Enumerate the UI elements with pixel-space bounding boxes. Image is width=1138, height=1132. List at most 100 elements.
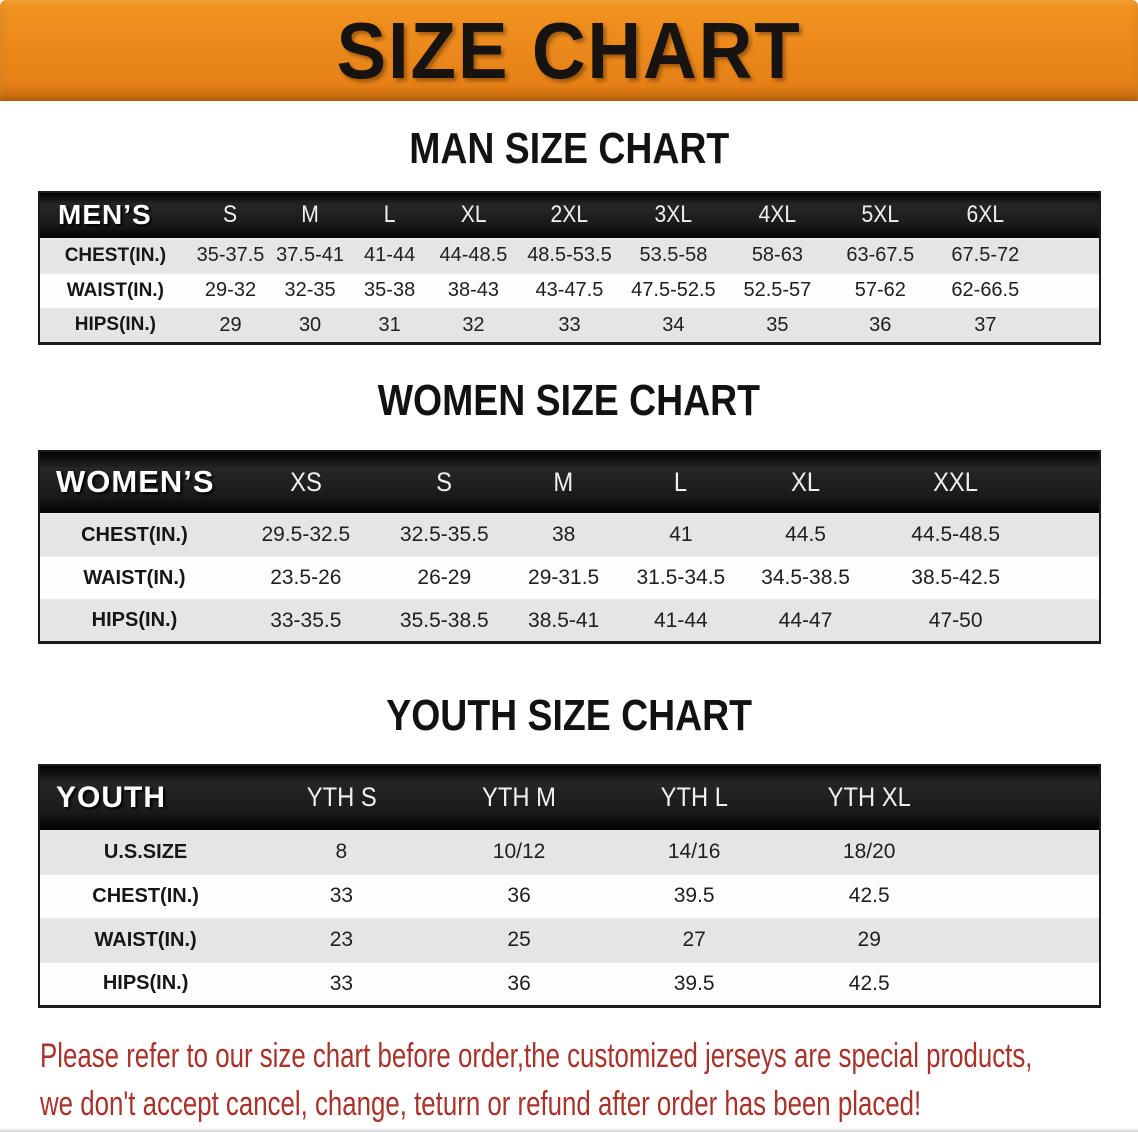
measure-label: WAIST(IN.) bbox=[66, 279, 164, 301]
size-value-cell: 31.5-34.5 bbox=[636, 566, 726, 589]
size-value-cell: 57-62 bbox=[854, 279, 906, 301]
size-column-header: XS bbox=[229, 451, 383, 514]
size-value-cell: 33-35.5 bbox=[270, 608, 342, 632]
table-row: U.S.SIZE 8 10/12 14/16 18/20 bbox=[39, 830, 1100, 874]
size-value-cell: 27 bbox=[682, 928, 706, 951]
size-value-cell: 44-47 bbox=[778, 608, 833, 632]
size-value-cell: 58-63 bbox=[751, 244, 803, 266]
size-column-header: YTH S bbox=[251, 765, 431, 830]
size-value-cell: 44.5-48.5 bbox=[911, 523, 1001, 546]
size-column-header-text: 4XL bbox=[758, 201, 797, 229]
size-column-header: XL bbox=[429, 192, 517, 238]
size-value-cell: 67.5-72 bbox=[951, 244, 1020, 266]
size-value-cell: 41-44 bbox=[654, 608, 708, 632]
size-value-cell: 36 bbox=[507, 971, 531, 995]
size-value-cell: 39.5 bbox=[673, 971, 715, 995]
measure-label: HIPS(IN.) bbox=[102, 972, 189, 994]
measure-label: WAIST(IN.) bbox=[83, 566, 186, 589]
size-value-cell: 23.5-26 bbox=[270, 566, 342, 589]
size-value-cell: 34 bbox=[662, 313, 685, 336]
size-value-cell: 34.5-38.5 bbox=[761, 566, 850, 589]
table-row: HIPS(IN.) 29 30 31 32 33 34 35 36 37 bbox=[39, 308, 1100, 343]
size-column-header-text: L bbox=[383, 201, 396, 229]
table-header-row: YOUTH YTH S YTH M YTH L YTH XL bbox=[39, 765, 1100, 830]
spacer-cell bbox=[957, 962, 1100, 1006]
size-column-header-text: S bbox=[223, 201, 238, 229]
size-column-header: L bbox=[350, 192, 430, 238]
spacer-cell bbox=[957, 830, 1100, 874]
size-value-cell: 31 bbox=[378, 313, 401, 336]
size-column-header-text: YTH XL bbox=[827, 782, 911, 813]
size-value-cell: 29 bbox=[857, 928, 881, 951]
women-size-heading: WOMEN SIZE CHART bbox=[377, 375, 761, 425]
measure-label: CHEST(IN.) bbox=[92, 884, 199, 907]
size-column-header-text: M bbox=[301, 201, 319, 229]
size-value-cell: 33 bbox=[329, 884, 354, 907]
size-column-header: 4XL bbox=[725, 192, 829, 238]
size-value-cell: 52.5-57 bbox=[743, 279, 812, 301]
size-value-cell: 53.5-58 bbox=[639, 244, 708, 266]
table-row: WAIST(IN.) 23 25 27 29 bbox=[39, 918, 1100, 962]
spacer-cell bbox=[957, 765, 1100, 830]
size-column-header-text: M bbox=[553, 466, 574, 497]
size-value-cell: 37.5-41 bbox=[276, 244, 344, 266]
table-corner-label: MEN’S bbox=[58, 199, 152, 231]
table-row: CHEST(IN.) 29.5-32.5 32.5-35.5 38 41 44.5 44.5… bbox=[39, 513, 1100, 557]
size-value-cell: 35.5-38.5 bbox=[399, 608, 489, 632]
women-size-section: WOMEN SIZE CHART WOMEN’S XS S M L XL XXL CHEST(… bbox=[0, 375, 1138, 644]
size-column-header-text: YTH S bbox=[306, 782, 377, 813]
size-value-cell: 43-47.5 bbox=[535, 279, 604, 301]
size-column-header-text: XL bbox=[460, 201, 487, 229]
size-value-cell: 37 bbox=[974, 313, 997, 336]
size-column-header-text: S bbox=[436, 466, 453, 497]
size-value-cell: 8 bbox=[335, 840, 348, 863]
size-column-header-text: XL bbox=[790, 466, 821, 497]
size-column-header: 2XL bbox=[517, 192, 621, 238]
spacer-cell bbox=[1039, 308, 1100, 343]
size-value-cell: 36 bbox=[869, 313, 892, 336]
size-column-header: YTH L bbox=[607, 765, 782, 830]
size-column-header-text: 3XL bbox=[654, 201, 693, 229]
size-value-cell: 63-67.5 bbox=[846, 244, 915, 266]
size-value-cell: 41-44 bbox=[364, 244, 416, 266]
size-column-header-text: 5XL bbox=[861, 201, 900, 229]
banner: SIZE CHART bbox=[0, 0, 1138, 101]
size-value-cell: 44.5 bbox=[785, 523, 826, 546]
man-size-table: MEN’S S M L XL 2XL 3XL 4XL 5XL 6XL CHEST(IN.) 35-37… bbox=[38, 191, 1101, 345]
youth-size-heading: YOUTH SIZE CHART bbox=[386, 691, 752, 740]
table-header-row: MEN’S S M L XL 2XL 3XL 4XL 5XL 6XL bbox=[39, 192, 1100, 238]
size-value-cell: 25 bbox=[507, 928, 531, 951]
size-value-cell: 29-32 bbox=[204, 279, 257, 301]
table-row: WAIST(IN.) 29-32 32-35 35-38 38-43 43-47.5 47.… bbox=[39, 273, 1100, 308]
size-value-cell: 41 bbox=[669, 523, 693, 546]
table-row: CHEST(IN.) 35-37.5 37.5-41 41-44 44-48.5 48.5… bbox=[39, 238, 1100, 273]
spacer-cell bbox=[1039, 238, 1100, 273]
measure-label: HIPS(IN.) bbox=[74, 314, 156, 335]
spacer-cell bbox=[1041, 514, 1100, 557]
size-value-cell: 33 bbox=[329, 971, 354, 995]
size-column-header: YTH XL bbox=[782, 765, 957, 830]
measure-label: HIPS(IN.) bbox=[91, 609, 178, 631]
measure-label: U.S.SIZE bbox=[103, 840, 188, 863]
size-value-cell: 38 bbox=[551, 523, 576, 546]
size-value-cell: 35-38 bbox=[364, 279, 416, 301]
spacer-cell bbox=[1041, 451, 1100, 514]
image-bottom-edge bbox=[0, 1128, 1138, 1132]
size-column-header-text: YTH M bbox=[482, 782, 557, 813]
youth-size-table: YOUTH YTH S YTH M YTH L YTH XL U.S.SIZE 8 10/12… bbox=[38, 764, 1101, 1008]
spacer-cell bbox=[1039, 192, 1100, 238]
table-row: CHEST(IN.) 33 36 39.5 42.5 bbox=[39, 874, 1100, 918]
size-column-header: XL bbox=[740, 451, 871, 514]
spacer-cell bbox=[1041, 557, 1100, 600]
size-column-header: XXL bbox=[871, 451, 1041, 514]
size-value-cell: 29 bbox=[219, 313, 242, 336]
measure-label: CHEST(IN.) bbox=[64, 244, 167, 266]
spacer-cell bbox=[1041, 600, 1100, 643]
table-row: HIPS(IN.) 33-35.5 35.5-38.5 38.5-41 41-44 44-… bbox=[39, 599, 1100, 643]
size-value-cell: 10/12 bbox=[492, 840, 546, 863]
size-column-header: YTH M bbox=[432, 765, 607, 830]
size-column-header: 5XL bbox=[829, 192, 931, 238]
size-value-cell: 32 bbox=[462, 313, 485, 336]
size-column-header-text: XS bbox=[289, 466, 322, 497]
